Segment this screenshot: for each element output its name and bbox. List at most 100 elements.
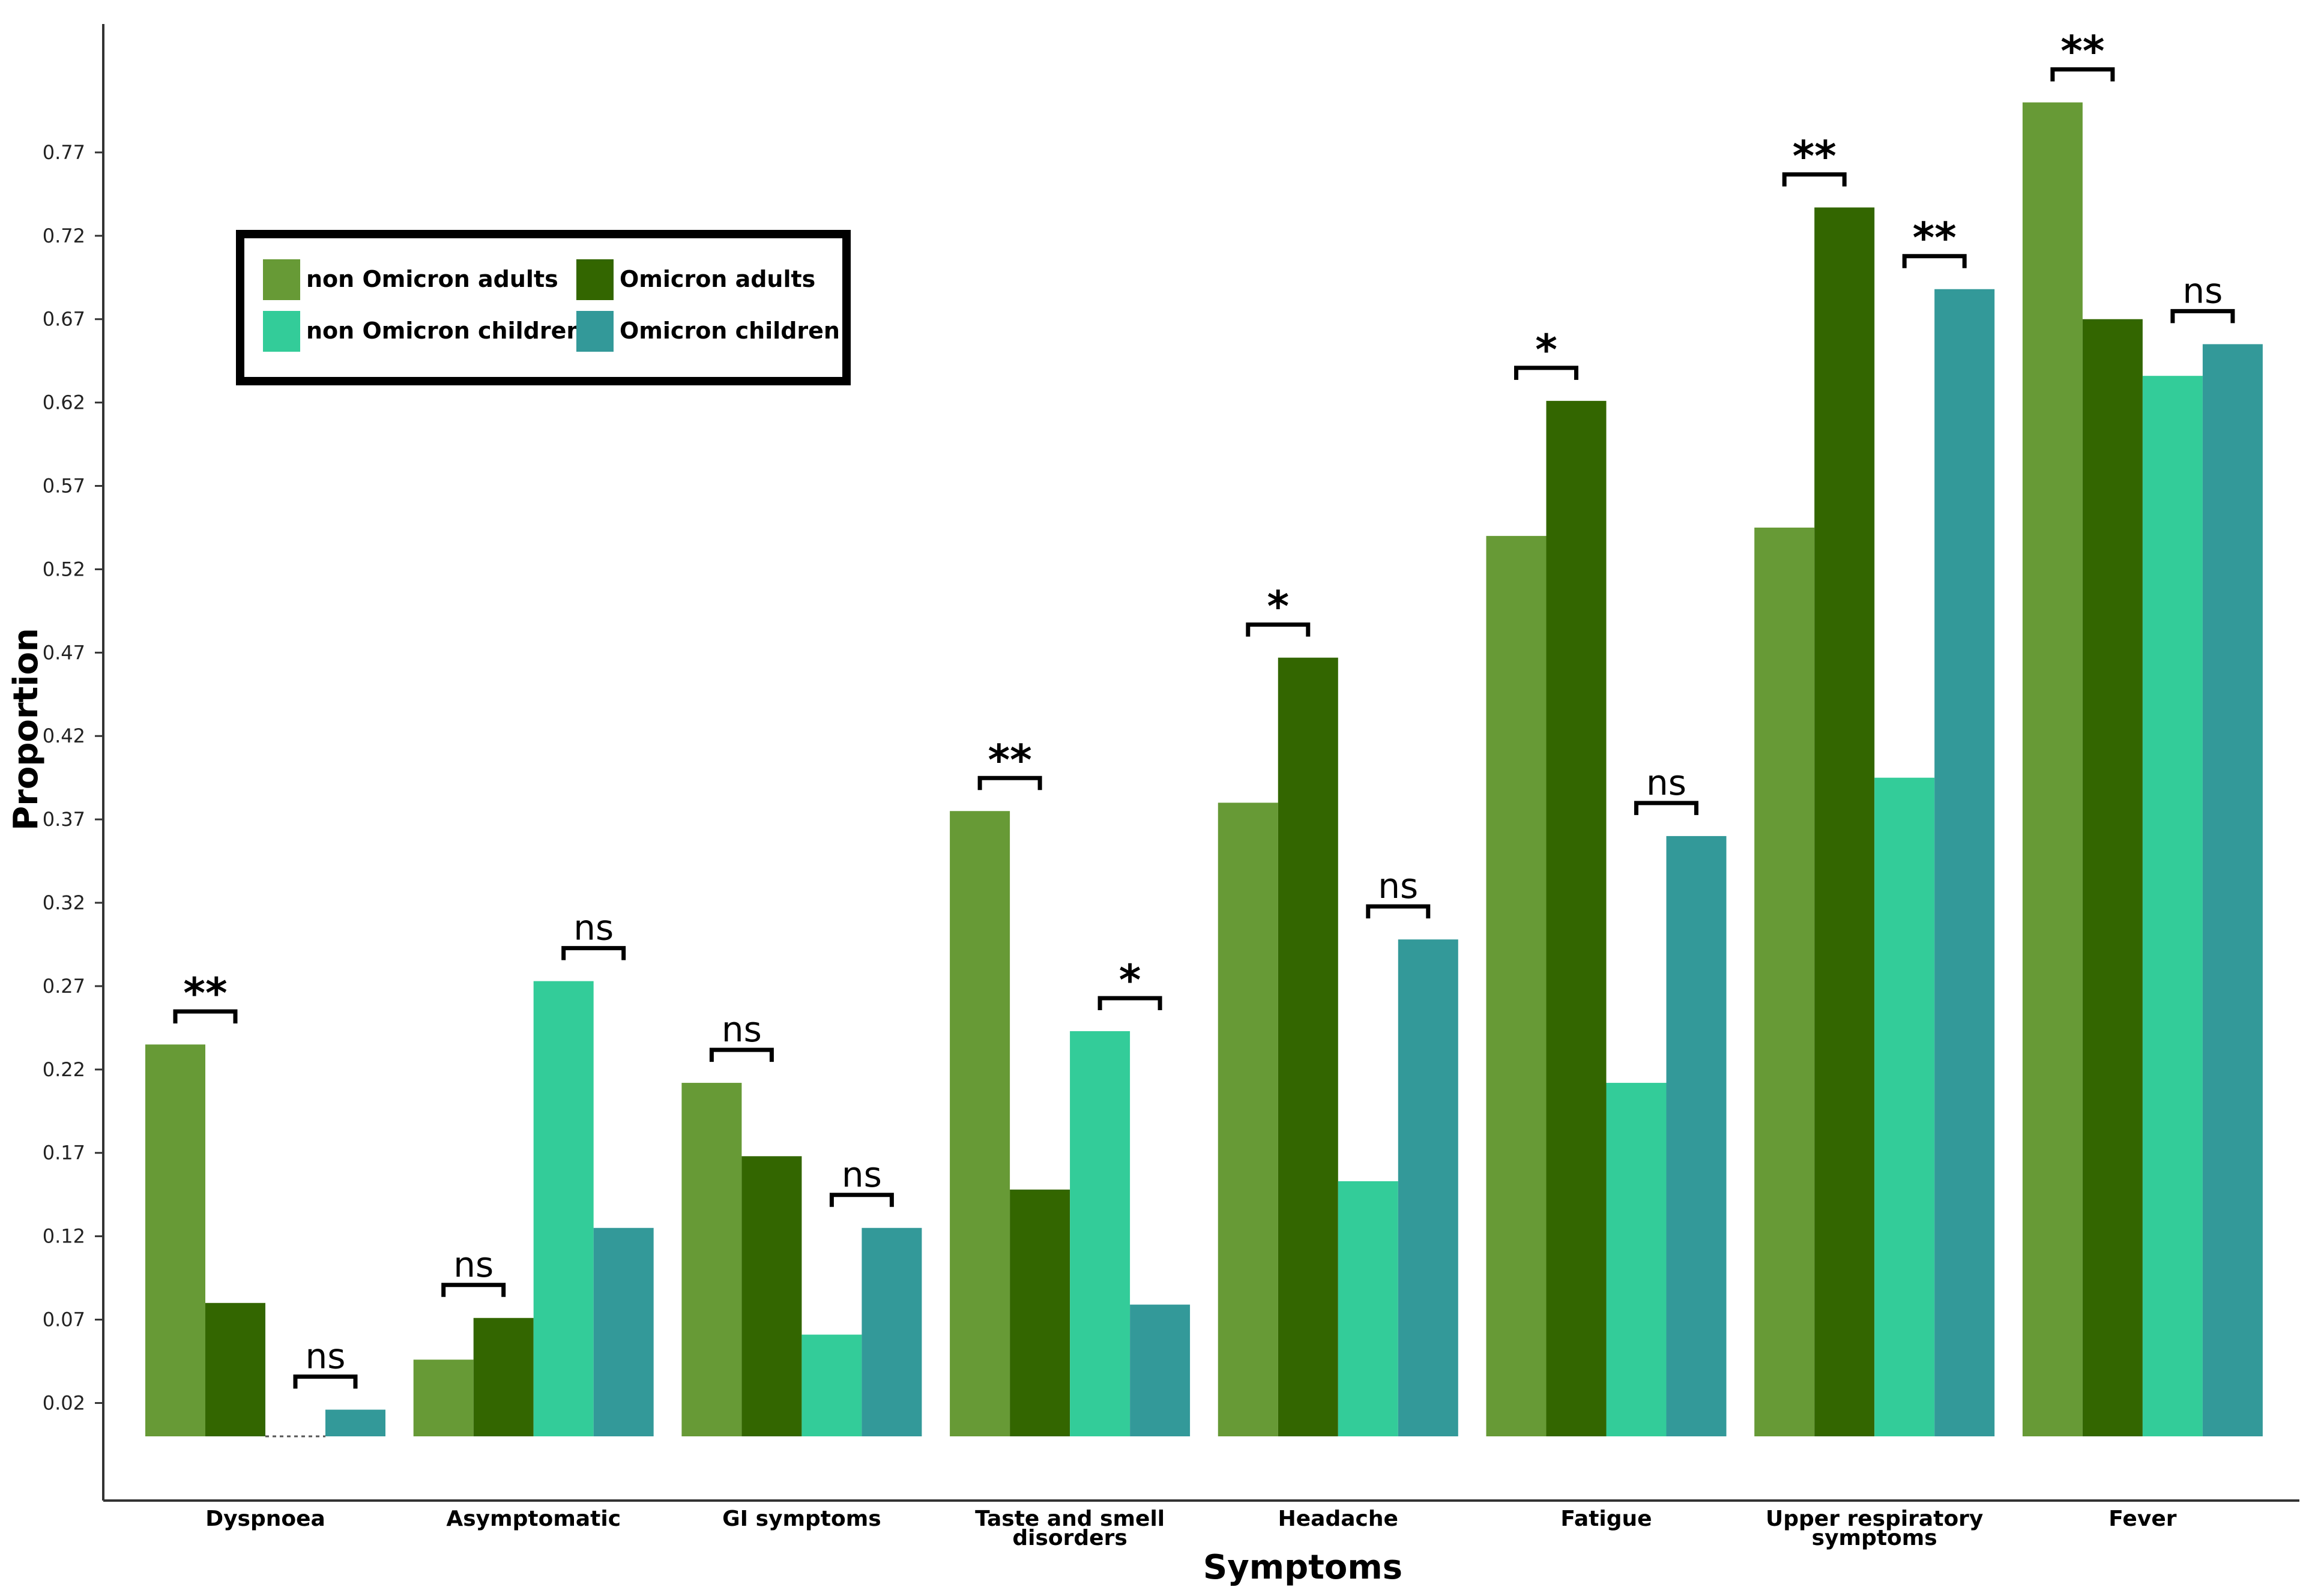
bar-0-1 (413, 1360, 474, 1436)
bar-3-1 (593, 1227, 654, 1436)
significance-label: ns (1378, 866, 1418, 906)
bar-0-7 (2022, 102, 2083, 1436)
bar-3-6 (1934, 289, 1995, 1437)
significance-label: ns (1646, 762, 1686, 803)
significance-label: ns (306, 1336, 346, 1377)
bar-1-7 (2082, 319, 2143, 1436)
significance-bracket: * (1514, 325, 1578, 380)
bar-3-5 (1666, 836, 1727, 1436)
bar-2-1 (533, 981, 594, 1436)
bracket-line (173, 1009, 238, 1024)
legend-label: non Omicron children (306, 318, 582, 344)
significance-label: * (1535, 325, 1557, 375)
y-tick-label: 0.47 (43, 641, 85, 664)
significance-bracket: ns (293, 1336, 358, 1389)
bracket-line (829, 1193, 894, 1207)
significance-bracket: ** (977, 735, 1042, 790)
y-tick-label: 0.57 (43, 475, 85, 498)
bracket-line (293, 1375, 358, 1389)
x-tick-label-line: Asymptomatic (446, 1507, 621, 1531)
y-tick-label: 0.77 (43, 141, 85, 164)
legend-swatch (576, 259, 614, 300)
bar-1-4 (1278, 657, 1338, 1436)
significance-label: ns (2182, 270, 2223, 311)
bar-1-3 (1010, 1189, 1070, 1436)
bar-1-6 (1814, 207, 1875, 1436)
significance-label: ** (1913, 214, 1957, 263)
bar-2-5 (1606, 1083, 1667, 1436)
bar-1-5 (1546, 400, 1607, 1436)
significance-bracket: ns (829, 1154, 894, 1207)
bracket-line (561, 946, 626, 960)
x-tick-label: Headache (1278, 1507, 1398, 1531)
y-tick-label: 0.07 (43, 1308, 85, 1331)
y-tick-label: 0.42 (43, 724, 85, 747)
bar-0-3 (950, 811, 1010, 1436)
y-tick-label: 0.17 (43, 1142, 85, 1164)
bar-3-4 (1398, 939, 1458, 1436)
significance-label: ns (453, 1244, 493, 1285)
bar-0-6 (1754, 527, 1815, 1436)
bracket-line (1097, 996, 1162, 1010)
x-tick-label: Fever (2108, 1507, 2176, 1531)
bracket-line (1634, 801, 1698, 815)
bar-2-7 (2142, 376, 2203, 1436)
significance-bracket: ns (1366, 866, 1431, 919)
bracket-line (1902, 254, 1967, 268)
x-tick-label-line: symptoms (1812, 1526, 1937, 1550)
x-tick-label: Upper respiratory symptoms (1766, 1507, 1983, 1550)
y-tick-label: 0.32 (43, 891, 85, 914)
bracket-line (1782, 172, 1847, 187)
significance-label: ** (2060, 27, 2104, 76)
x-axis-title: Symptoms (1203, 1548, 1402, 1587)
bar-1-0 (205, 1302, 265, 1436)
legend-swatch (576, 311, 614, 352)
significance-bracket: ** (1782, 132, 1847, 187)
y-tick-label: 0.52 (43, 558, 85, 580)
y-tick-label: 0.67 (43, 308, 85, 331)
x-tick-label: Dyspnoea (205, 1507, 325, 1531)
legend: non Omicron adults Omicron adults non Omic… (236, 230, 851, 385)
legend-swatch (263, 311, 300, 352)
bar-3-0 (325, 1409, 385, 1436)
legend-box (236, 230, 851, 385)
bracket-line (1514, 366, 1578, 380)
x-tick-label-line: Headache (1278, 1507, 1398, 1531)
significance-bracket: ** (2050, 27, 2115, 82)
x-tick-label-line: disorders (1012, 1526, 1127, 1550)
x-tick-label-line: Dyspnoea (205, 1507, 325, 1531)
legend-label: non Omicron adults (306, 266, 558, 292)
x-tick-label-line: Fever (2108, 1507, 2176, 1531)
y-tick-label: 0.37 (43, 808, 85, 831)
x-tick-label-line: Taste and smell (975, 1507, 1165, 1531)
significance-bracket: ns (1634, 762, 1698, 815)
x-tick-label: Taste and smell disorders (975, 1507, 1165, 1550)
bar-3-7 (2202, 344, 2263, 1437)
significance-label: * (1267, 582, 1289, 631)
significance-label: ns (573, 908, 614, 948)
bars-layer (145, 102, 2263, 1438)
bar-2-3 (1070, 1031, 1130, 1436)
bracket-line (2050, 67, 2115, 82)
y-tick-label: 0.22 (43, 1058, 85, 1081)
bar-0-0 (145, 1044, 205, 1436)
bar-2-6 (1874, 777, 1935, 1436)
bar-2-2 (801, 1334, 862, 1436)
axes-layer (95, 24, 2299, 1502)
significance-bracket: ns (441, 1244, 506, 1297)
y-tick-label: 0.72 (43, 224, 85, 247)
y-tick-label: 0.02 (43, 1391, 85, 1414)
significance-bracket: ** (1902, 214, 1967, 268)
bracket-line (1366, 904, 1431, 919)
bracket-line (441, 1283, 506, 1297)
x-tick-label-line: GI symptoms (722, 1507, 881, 1531)
legend-swatch (263, 259, 300, 300)
significance-bracket: * (1097, 956, 1162, 1010)
legend-label: Omicron children (620, 318, 840, 344)
bar-3-3 (1130, 1304, 1191, 1436)
labels-layer: 0.02 0.07 0.12 0.17 0.22 0.27 0.32 0.37 0.42 0.47… (7, 141, 2177, 1587)
significance-bracket: ns (709, 1009, 774, 1062)
bracket-line (977, 775, 1042, 790)
x-tick-label: Fatigue (1560, 1507, 1652, 1531)
